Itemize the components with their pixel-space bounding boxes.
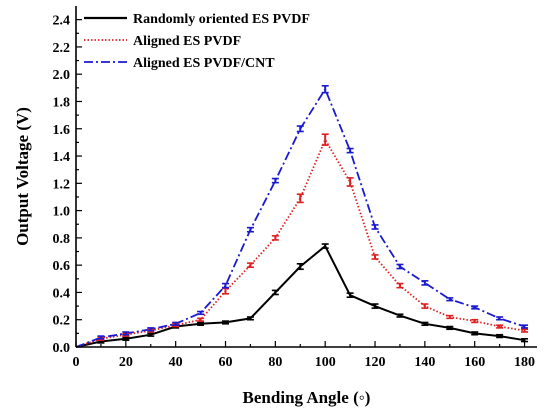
error-bar [197, 317, 205, 322]
y-tick-label: 1.4 [53, 150, 71, 165]
error-bar [496, 316, 504, 321]
error-bar [421, 303, 429, 309]
x-tick-label: 80 [268, 355, 282, 370]
error-bar [222, 320, 230, 325]
x-tick-label: 40 [169, 355, 183, 370]
error-bar [122, 331, 130, 336]
error-bar [346, 177, 354, 187]
error-bar [371, 303, 379, 309]
error-bar [421, 321, 429, 326]
error-bar [246, 226, 254, 233]
error-bar [271, 235, 279, 241]
error-bar [296, 193, 304, 204]
x-tick-label: 100 [315, 355, 336, 370]
axes-layer [75, 6, 537, 348]
y-tick-label: 2.0 [53, 68, 71, 83]
error-bar [296, 262, 304, 271]
error-bar [122, 336, 130, 341]
error-bar [396, 313, 404, 318]
error-bar [321, 133, 329, 146]
error-bar [471, 331, 479, 336]
y-tick-label: 2.2 [53, 41, 71, 56]
error-bar [446, 297, 454, 302]
y-tick-label: 0.0 [53, 341, 71, 356]
y-tick-label: 1.8 [53, 95, 71, 110]
error-bar [147, 327, 155, 332]
error-bar [521, 328, 529, 333]
legend-label-1: Randomly oriented ES PVDF [133, 12, 310, 27]
error-bar [197, 310, 205, 316]
error-bar [197, 321, 205, 326]
error-bar [321, 84, 329, 94]
x-tick-label: 60 [219, 355, 233, 370]
error-bar [396, 263, 404, 270]
error-bars-layer [97, 84, 529, 344]
y-tick-label: 0.2 [53, 314, 71, 329]
y-tick-label: 0.6 [53, 259, 71, 274]
error-bar [271, 289, 279, 296]
y-tick-label: 1.6 [53, 123, 71, 138]
error-bar [446, 314, 454, 320]
error-bar [371, 224, 379, 230]
error-bar [521, 324, 529, 329]
error-bar [396, 282, 404, 289]
y-tick-label: 1.0 [53, 205, 71, 220]
error-bar [496, 324, 504, 329]
error-bar [147, 332, 155, 337]
y-axis-title: Output Voltage (V) [13, 107, 32, 246]
legend-label-3: Aligned ES PVDF/CNT [133, 56, 275, 71]
error-bar [271, 177, 279, 184]
error-bar [222, 282, 230, 289]
x-axis-title: Bending Angle (◦) [243, 388, 371, 407]
error-bar [346, 147, 354, 154]
y-tick-label: 0.4 [53, 286, 71, 301]
series-line-1 [75, 244, 525, 348]
error-bar [172, 321, 180, 326]
error-bar [421, 280, 429, 286]
series-line-2 [75, 137, 525, 348]
error-bar [446, 325, 454, 331]
ticks-layer: 0 20 40 60 80 100 120 140 160 180 0.0 0.2 0.4 0.6 0.8 1… [53, 14, 536, 370]
x-tick-label: 120 [365, 355, 386, 370]
x-tick-label: 0 [73, 355, 80, 370]
x-tick-label: 160 [464, 355, 485, 370]
y-tick-label: 2.4 [53, 14, 71, 29]
error-bar [346, 292, 354, 299]
error-bar [246, 316, 254, 321]
error-bar [321, 243, 329, 249]
y-tick-label: 0.8 [53, 232, 71, 247]
x-tick-label: 180 [514, 355, 535, 370]
error-bar [97, 335, 105, 340]
error-bar [246, 262, 254, 269]
error-bar [496, 333, 504, 339]
x-tick-label: 140 [414, 355, 435, 370]
error-bar [371, 254, 379, 260]
legend-label-2: Aligned ES PVDF [133, 34, 241, 49]
error-bar [471, 318, 479, 324]
x-tick-label: 20 [119, 355, 133, 370]
error-bar [471, 305, 479, 310]
legend: Randomly oriented ES PVDF Aligned ES PVDF… [84, 12, 310, 71]
error-bar [296, 125, 304, 133]
y-tick-label: 1.2 [53, 177, 71, 192]
